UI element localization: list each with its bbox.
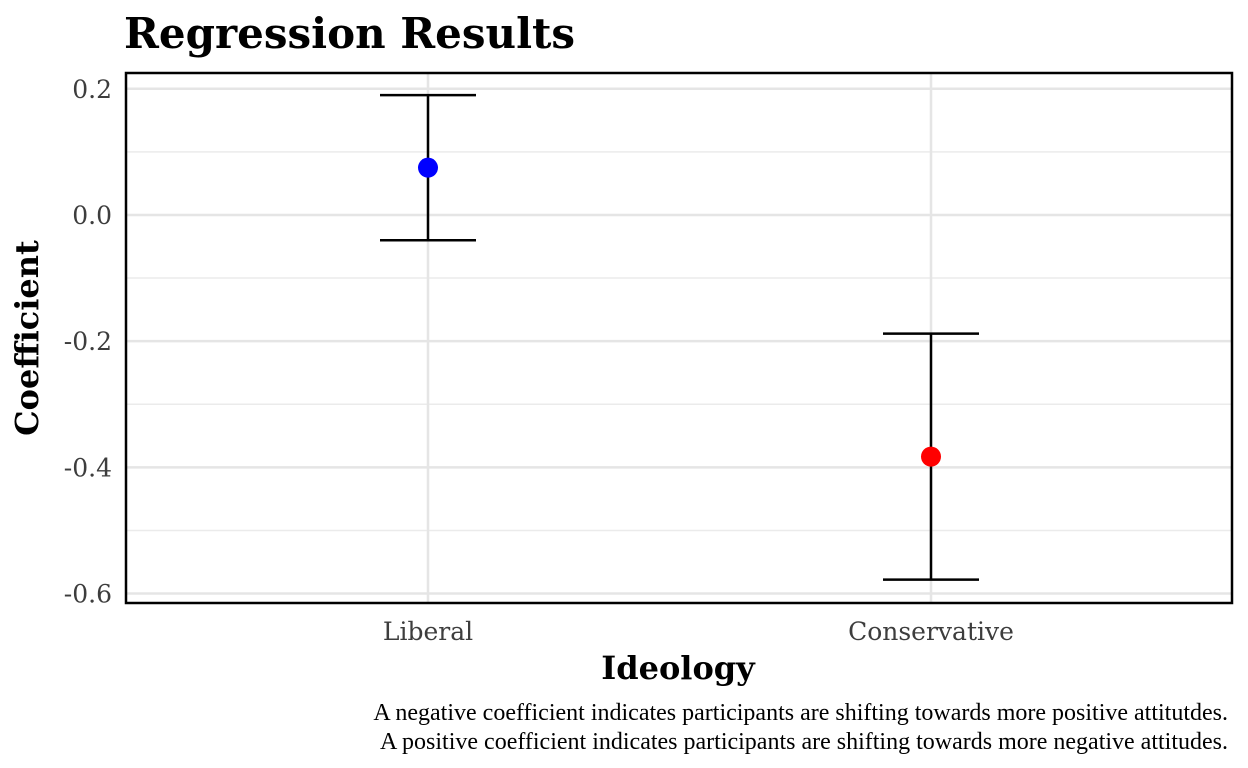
data-marks: [380, 93, 979, 581]
x-tick-label: Conservative: [848, 617, 1014, 646]
caption-line-2: A positive coefficient indicates partici…: [380, 729, 1228, 755]
gridlines: [126, 73, 1232, 603]
estimate-point: [921, 446, 941, 467]
caption-line-1: A negative coefficient indicates partici…: [373, 700, 1228, 726]
y-tick-label: 0.0: [72, 201, 112, 230]
errorbar-group-conservative: [883, 332, 979, 581]
x-axis-ticks: Liberal Conservative: [383, 617, 1014, 646]
x-tick-label: Liberal: [383, 617, 473, 646]
y-tick-label: -0.6: [64, 580, 112, 609]
y-axis-title: Coefficient: [8, 240, 46, 436]
y-axis-ticks: 0.2 0.0 -0.2 -0.4 -0.6: [64, 75, 112, 609]
errorbar-group-liberal: [380, 93, 476, 242]
estimate-point: [418, 157, 438, 178]
plot-border: [124, 71, 1234, 605]
y-tick-label: 0.2: [72, 75, 112, 104]
chart-title: Regression Results: [124, 9, 575, 58]
y-tick-label: -0.4: [64, 453, 112, 482]
x-axis-title: Ideology: [601, 649, 756, 687]
y-tick-label: -0.2: [64, 327, 112, 356]
